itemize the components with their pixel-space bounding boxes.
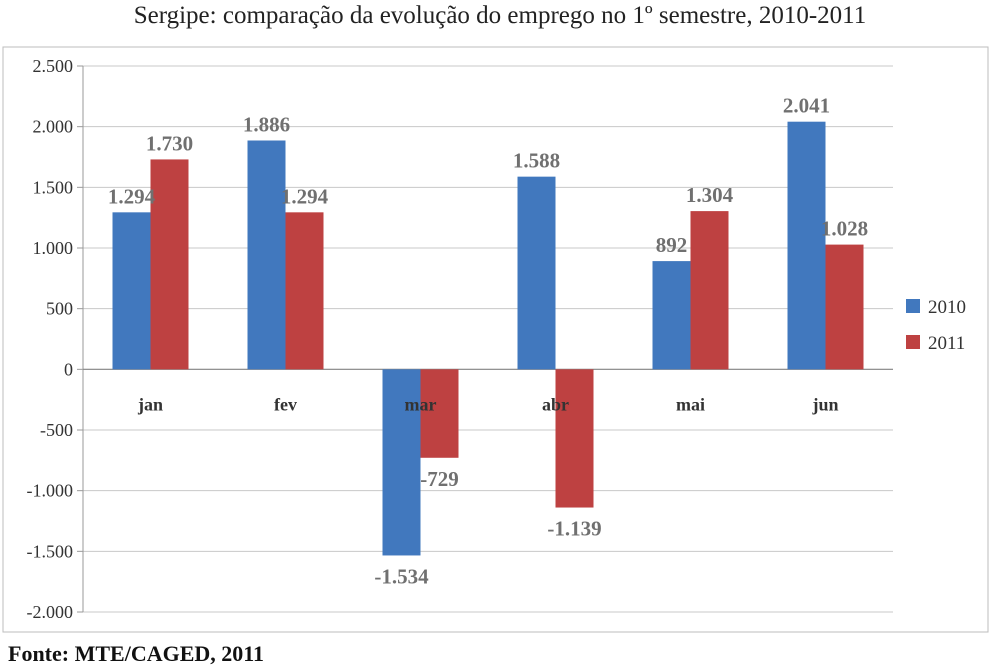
data-label: -729 — [420, 467, 459, 491]
bar-2010-jun — [787, 121, 826, 370]
data-label: 1.294 — [108, 184, 156, 208]
bar-chart: 2.500 2.000 1.500 1.000 500 0 -500 -1.000 -1.500… — [2, 46, 989, 633]
category-labels: jan fev mar abr mai jun — [137, 394, 839, 414]
legend-label-2011: 2011 — [928, 333, 965, 354]
bar-2011-jun — [825, 244, 864, 370]
data-label: 892 — [656, 233, 688, 257]
bars — [112, 121, 864, 556]
legend: 2010 2011 — [906, 297, 966, 354]
x-category-label: jan — [137, 394, 163, 414]
legend-swatch-2010 — [906, 299, 920, 313]
bar-2010-mai — [652, 261, 691, 370]
data-label: 1.588 — [513, 149, 560, 173]
x-category-label: jun — [811, 394, 838, 414]
bar-2011-jan — [150, 159, 189, 370]
bar-2010-jan — [112, 212, 151, 370]
data-label: 1.730 — [146, 131, 193, 155]
y-tick-label: 0 — [64, 359, 73, 379]
legend-label-2010: 2010 — [928, 297, 966, 318]
data-label: -1.139 — [547, 517, 601, 541]
x-category-label: fev — [274, 394, 297, 414]
y-tick-label: 1.000 — [33, 238, 74, 258]
data-label: 2.041 — [783, 94, 830, 118]
data-label: 1.304 — [686, 183, 734, 207]
x-category-label: abr — [542, 394, 569, 414]
data-label: 1.028 — [821, 217, 868, 241]
x-category-label: mai — [676, 394, 705, 414]
y-tick-label: -500 — [40, 420, 73, 440]
bar-2011-mai — [690, 211, 729, 370]
y-tick-label: 1.500 — [33, 177, 74, 197]
bar-2010-mar — [382, 369, 421, 556]
bar-2011-fev — [285, 212, 324, 370]
bar-2010-fev — [247, 140, 286, 370]
y-tick-label: 2.000 — [33, 117, 74, 137]
y-tick-label: -2.000 — [27, 602, 74, 622]
x-category-label: mar — [405, 394, 437, 414]
y-tick-label: 2.500 — [33, 56, 74, 76]
bar-2011-mar — [420, 369, 459, 458]
data-label: 1.886 — [243, 112, 290, 136]
bar-2011-abr — [555, 369, 594, 508]
y-tick-label: 500 — [46, 299, 73, 319]
source-note: Fonte: MTE/CAGED, 2011 — [8, 641, 265, 666]
gridlines — [83, 65, 893, 613]
data-label: 1.294 — [281, 184, 329, 208]
chart-border — [2, 46, 989, 633]
data-label: -1.534 — [374, 564, 429, 588]
y-tick-label: -1.500 — [27, 541, 74, 561]
bar-2010-abr — [517, 176, 556, 370]
y-axis: 2.500 2.000 1.500 1.000 500 0 -500 -1.000 -1.500… — [27, 56, 893, 622]
y-tick-label: -1.000 — [27, 481, 74, 501]
data-labels: 1.294 1.730 1.886 1.294 -1.534 -729 1.588 -1.13… — [108, 94, 868, 589]
chart-title: Sergipe: comparação da evolução do empre… — [133, 2, 867, 29]
legend-swatch-2011 — [906, 335, 920, 349]
